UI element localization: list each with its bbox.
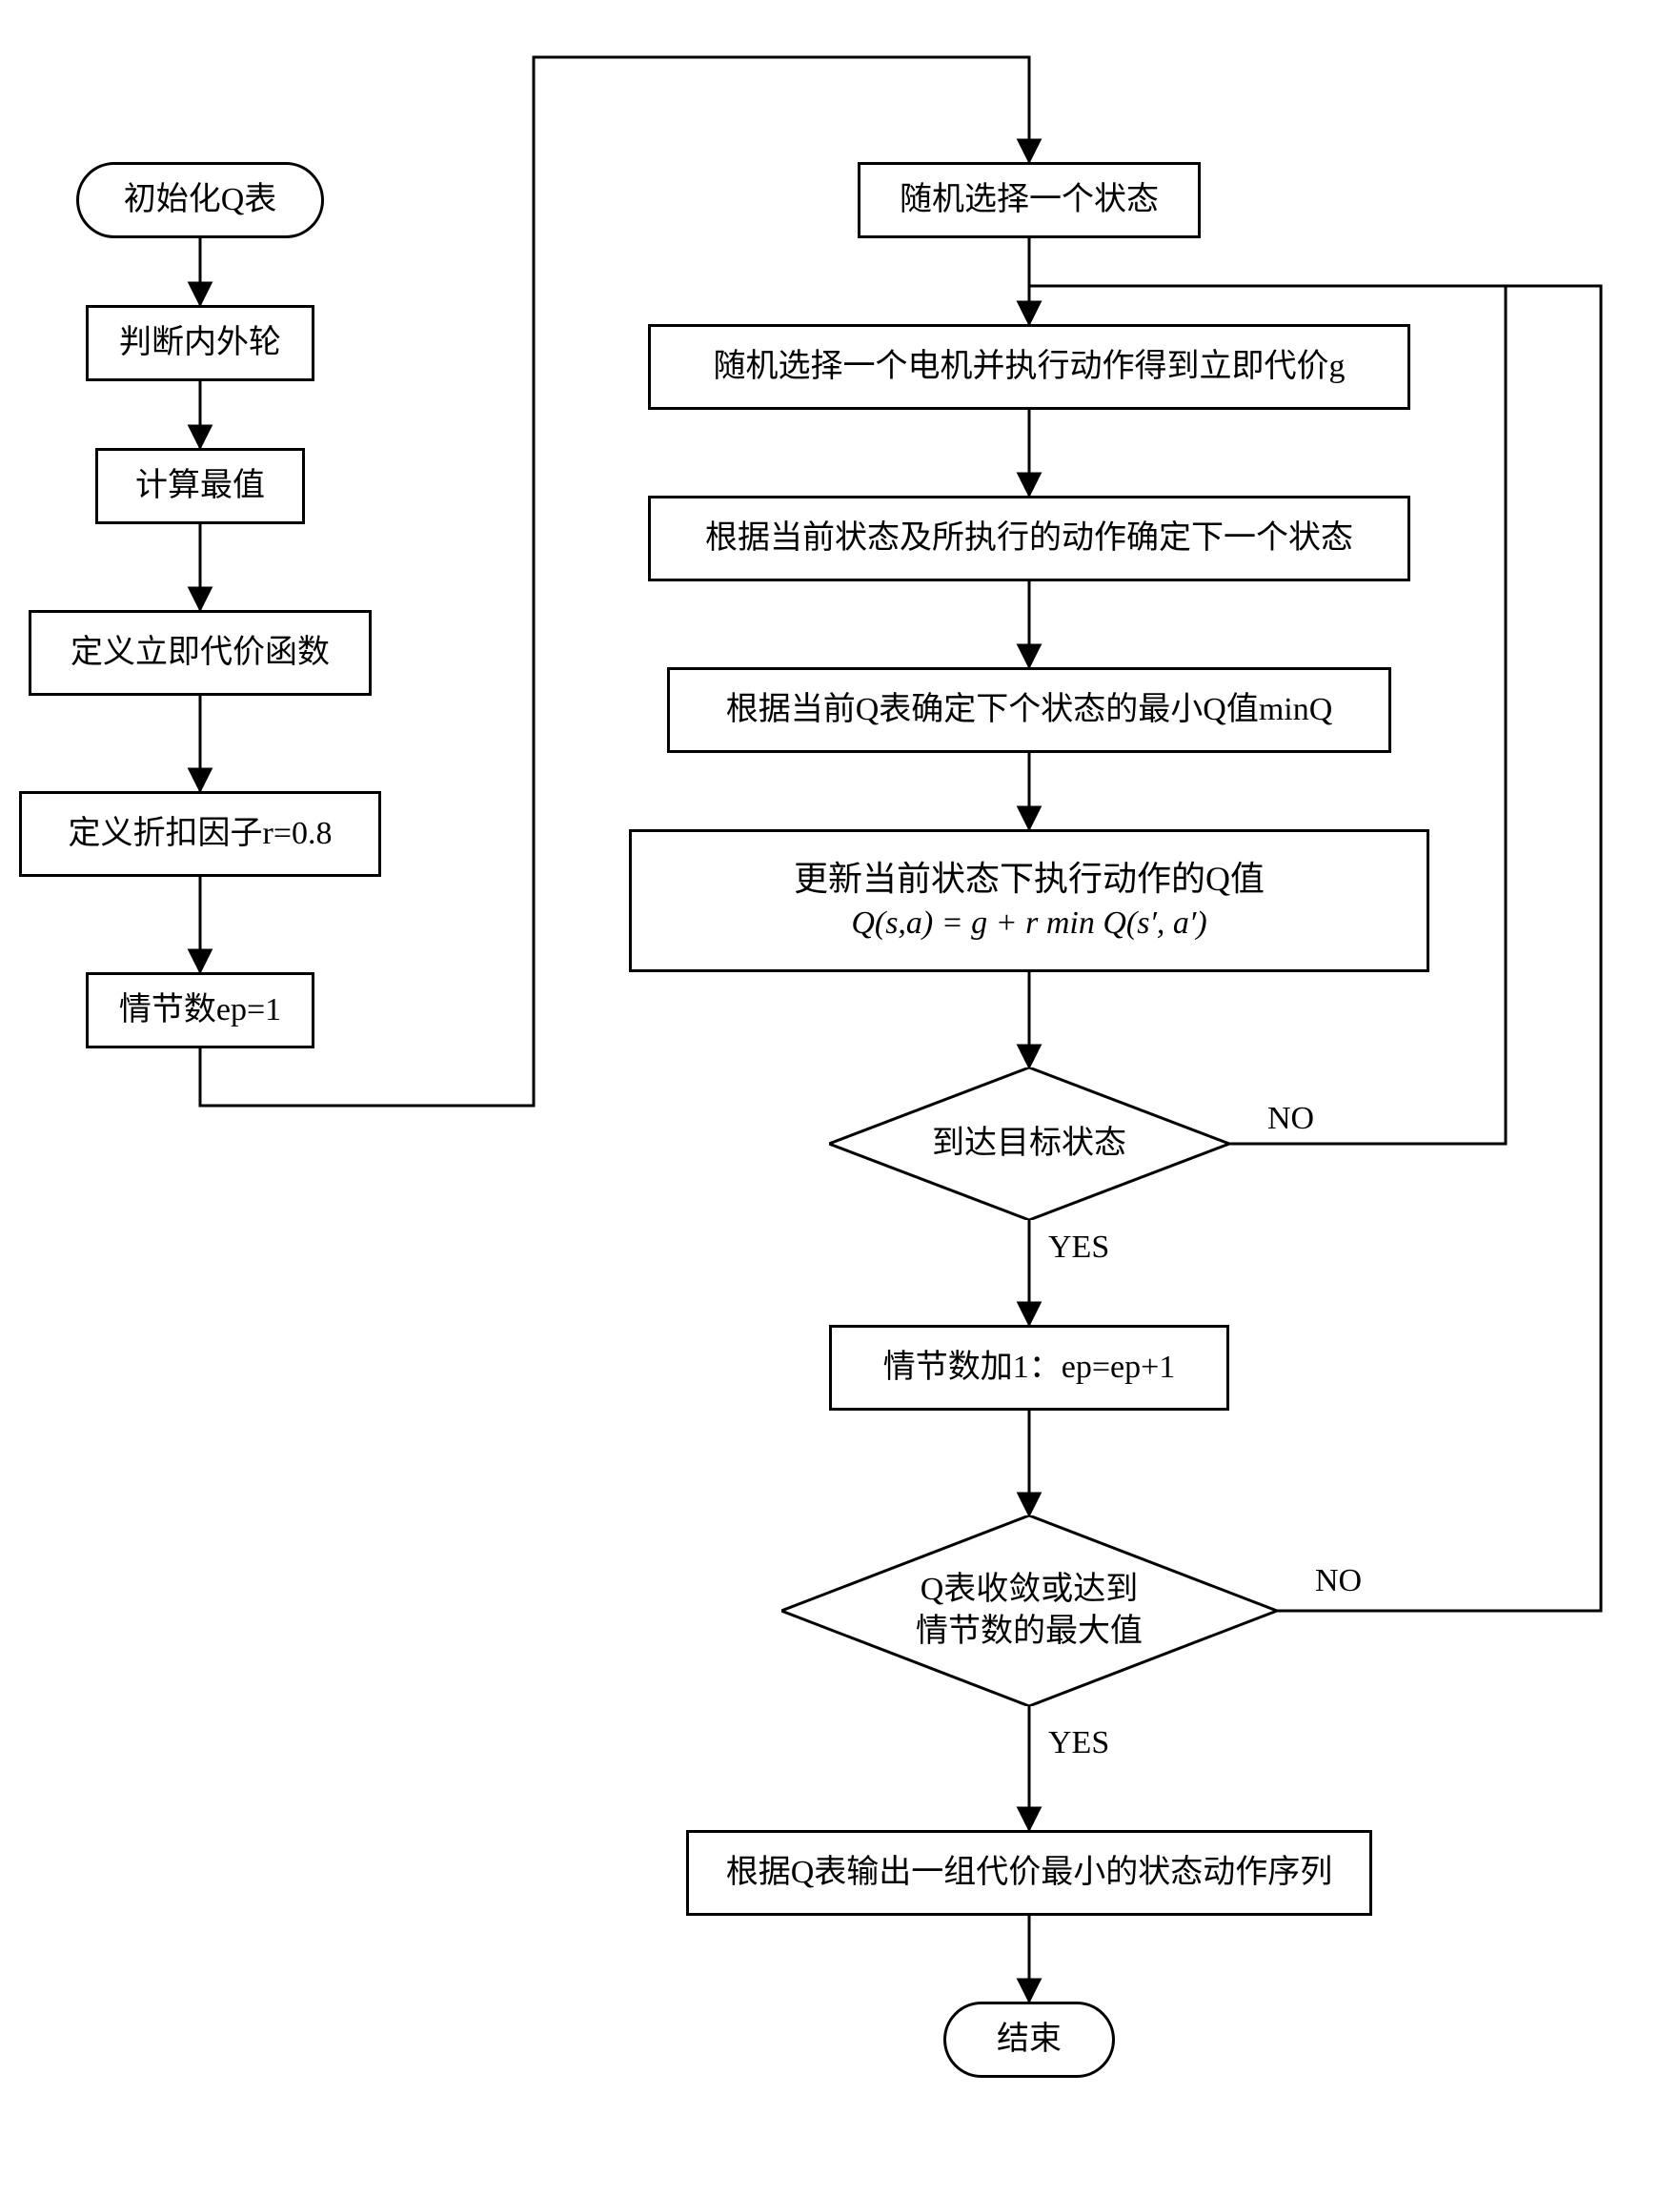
- node-minQ: 根据当前Q表确定下个状态的最小Q值minQ: [667, 667, 1391, 753]
- node-label: 根据当前状态及所执行的动作确定下一个状态: [705, 517, 1353, 560]
- node-next-state: 根据当前状态及所执行的动作确定下一个状态: [648, 496, 1410, 581]
- node-ep-plus1: 情节数加1：ep=ep+1: [829, 1325, 1229, 1411]
- node-judge-wheel: 判断内外轮: [86, 305, 314, 381]
- node-output-sequence: 根据Q表输出一组代价最小的状态动作序列: [686, 1830, 1372, 1916]
- node-label: 情节数ep=1: [119, 988, 281, 1032]
- node-define-cost-fn: 定义立即代价函数: [29, 610, 372, 696]
- node-label: 结束: [997, 2018, 1062, 2062]
- decision-converge: Q表收敛或达到 情节数的最大值: [781, 1515, 1277, 1706]
- node-label: 随机选择一个状态: [900, 178, 1159, 222]
- node-label: 定义立即代价函数: [71, 631, 330, 675]
- node-label: 计算最值: [135, 464, 265, 508]
- node-end: 结束: [943, 2002, 1115, 2078]
- flowchart-canvas: 初始化Q表 判断内外轮 计算最值 定义立即代价函数 定义折扣因子r=0.8 情节…: [0, 0, 1680, 2196]
- node-formula: Q(s,a) = g + r min Q(s′, a′): [851, 902, 1206, 946]
- label-reach-no: NO: [1267, 1101, 1314, 1137]
- node-calc-extreme: 计算最值: [95, 448, 305, 524]
- node-label: 判断内外轮: [119, 321, 281, 365]
- node-label: 随机选择一个电机并执行动作得到立即代价g: [714, 345, 1346, 389]
- node-label: 根据Q表输出一组代价最小的状态动作序列: [726, 1851, 1333, 1895]
- node-label: 初始化Q表: [124, 178, 277, 222]
- node-start: 初始化Q表: [76, 162, 324, 238]
- node-title: 更新当前状态下执行动作的Q值: [794, 856, 1265, 903]
- node-define-discount: 定义折扣因子r=0.8: [19, 791, 381, 877]
- node-ep1: 情节数ep=1: [86, 972, 314, 1048]
- decision-label: 到达目标状态: [932, 1123, 1126, 1165]
- node-label: 情节数加1：ep=ep+1: [883, 1346, 1176, 1390]
- decision-reach-target: 到达目标状态: [829, 1068, 1229, 1220]
- node-label: 定义折扣因子r=0.8: [69, 812, 333, 856]
- node-label: 根据当前Q表确定下个状态的最小Q值minQ: [726, 688, 1333, 732]
- label-reach-yes: YES: [1048, 1230, 1109, 1266]
- label-converge-no: NO: [1315, 1563, 1362, 1599]
- node-random-motor: 随机选择一个电机并执行动作得到立即代价g: [648, 324, 1410, 410]
- node-random-state: 随机选择一个状态: [858, 162, 1201, 238]
- label-converge-yes: YES: [1048, 1725, 1109, 1761]
- decision-label: Q表收敛或达到 情节数的最大值: [916, 1569, 1143, 1653]
- node-updateQ: 更新当前状态下执行动作的Q值 Q(s,a) = g + r min Q(s′, …: [629, 829, 1429, 972]
